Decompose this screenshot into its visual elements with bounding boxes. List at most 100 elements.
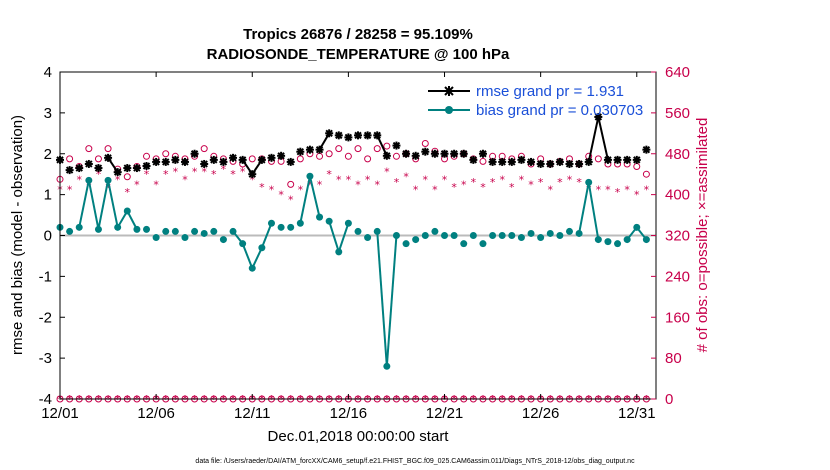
obs-assimilated-marker: * bbox=[250, 173, 256, 186]
obs-assimilated-marker: * bbox=[221, 163, 227, 176]
y-right-tick-label-3: 400 bbox=[665, 187, 690, 204]
bias-point bbox=[287, 223, 295, 231]
rmse-point bbox=[517, 155, 526, 164]
bias-point bbox=[537, 234, 545, 242]
obs-assimilated-marker: * bbox=[499, 173, 505, 186]
obs-possible-marker bbox=[85, 145, 93, 153]
obs-assimilated-marker: * bbox=[413, 184, 419, 197]
bias-point bbox=[623, 236, 631, 244]
x-tick-label-1: 12/06 bbox=[137, 405, 175, 422]
bias-point bbox=[191, 227, 199, 235]
rmse-point bbox=[478, 149, 487, 158]
obs-assimilated-marker: * bbox=[624, 184, 630, 197]
rmse-line-segment bbox=[597, 116, 609, 161]
obs-assimilated-marker: * bbox=[105, 181, 111, 194]
bias-point bbox=[604, 238, 612, 246]
rmse-point bbox=[200, 159, 209, 168]
obs-assimilated-marker: * bbox=[538, 176, 544, 189]
bias-point bbox=[364, 234, 372, 242]
bias-point bbox=[325, 217, 333, 225]
rmse-point bbox=[382, 151, 391, 160]
bias-point bbox=[171, 227, 179, 235]
obs-assimilated-marker: * bbox=[269, 184, 275, 197]
bias-point bbox=[296, 219, 304, 227]
bias-point bbox=[498, 232, 506, 239]
obs-assimilated-marker: * bbox=[461, 178, 467, 191]
obs-possible-marker bbox=[354, 145, 362, 153]
rmse-point bbox=[94, 164, 103, 173]
bias-point bbox=[489, 232, 497, 239]
obs-assimilated-marker: * bbox=[67, 184, 73, 197]
rmse-point bbox=[421, 147, 430, 156]
bias-point bbox=[143, 225, 151, 233]
bias-point bbox=[316, 213, 324, 221]
obs-assimilated-marker: * bbox=[567, 173, 573, 186]
bias-point bbox=[594, 236, 602, 244]
rmse-point bbox=[555, 157, 564, 166]
obs-possible-marker bbox=[479, 157, 487, 165]
data-file-footnote: data file: /Users/raeder/DAI/ATM_forcXX/… bbox=[195, 458, 635, 465]
obs-assimilated-marker: * bbox=[125, 186, 131, 199]
obs-assimilated-marker: * bbox=[384, 166, 390, 179]
obs-assimilated-marker: * bbox=[480, 181, 486, 194]
bias-point bbox=[239, 240, 247, 248]
y-left-tick-label-7: -3 bbox=[39, 350, 52, 367]
chart-title-line2: RADIOSONDE_TEMPERATURE @ 100 hPa bbox=[207, 46, 510, 63]
rmse-point bbox=[546, 159, 555, 168]
bias-point bbox=[392, 232, 400, 239]
obs-assimilated-marker: * bbox=[134, 178, 140, 191]
y-left-tick-label-6: -2 bbox=[39, 309, 52, 326]
obs-assimilated-marker: * bbox=[576, 176, 582, 189]
rmse-point bbox=[450, 149, 459, 158]
x-tick-label-2: 12/11 bbox=[234, 405, 270, 422]
obs-assimilated-marker: * bbox=[163, 168, 169, 181]
x-tick-label-6: 12/31 bbox=[618, 405, 656, 422]
y-right-tick-label-8: 0 bbox=[665, 391, 673, 408]
obs-assimilated-marker: * bbox=[192, 166, 198, 179]
bias-point bbox=[441, 232, 449, 239]
bias-point bbox=[114, 223, 122, 231]
obs-possible-marker bbox=[123, 173, 131, 181]
obs-assimilated-marker: * bbox=[76, 173, 82, 186]
rmse-point bbox=[104, 153, 113, 162]
bias-line-segment bbox=[107, 180, 119, 228]
obs-possible-marker bbox=[392, 152, 400, 160]
rmse-point bbox=[373, 131, 382, 140]
obs-assimilated-marker: * bbox=[307, 178, 313, 191]
obs-possible-marker bbox=[383, 142, 391, 150]
rmse-point bbox=[305, 145, 314, 154]
obs-assimilated-marker: * bbox=[278, 189, 284, 202]
bias-line-segment bbox=[251, 247, 263, 269]
rmse-point bbox=[440, 149, 449, 158]
obs-assimilated-marker: * bbox=[644, 184, 650, 197]
bias-point bbox=[469, 232, 477, 239]
obs-possible-marker bbox=[373, 145, 381, 153]
bias-point bbox=[229, 227, 237, 235]
bias-point bbox=[210, 227, 218, 235]
bias-point bbox=[94, 225, 102, 233]
rmse-point bbox=[642, 145, 651, 154]
bias-line-segment bbox=[337, 222, 350, 253]
rmse-point bbox=[75, 164, 84, 173]
bias-point bbox=[162, 227, 170, 235]
x-axis-ticks: 12/01 12/06 12/11 12/16 12/21 12/26 12/31 bbox=[41, 72, 656, 422]
bias-point bbox=[479, 240, 487, 248]
bias-line-segment bbox=[260, 222, 273, 249]
obs-assimilated-marker: * bbox=[557, 176, 563, 189]
bias-line-segment bbox=[385, 235, 398, 367]
bias-point bbox=[152, 234, 160, 242]
rmse-line-segment bbox=[376, 134, 388, 157]
rmse-point bbox=[603, 155, 612, 164]
bias-point bbox=[460, 240, 468, 248]
rmse-point bbox=[584, 157, 593, 166]
obs-assimilated-marker: * bbox=[336, 173, 342, 186]
bias-line-segment bbox=[241, 243, 254, 269]
rmse-point bbox=[392, 141, 401, 150]
y-left-tick-label-8: -4 bbox=[39, 391, 52, 408]
rmse-point bbox=[113, 168, 122, 177]
rmse-point bbox=[594, 112, 603, 121]
rmse-point bbox=[142, 162, 151, 171]
bias-point bbox=[335, 248, 343, 256]
obs-assimilated-marker: * bbox=[346, 173, 352, 186]
